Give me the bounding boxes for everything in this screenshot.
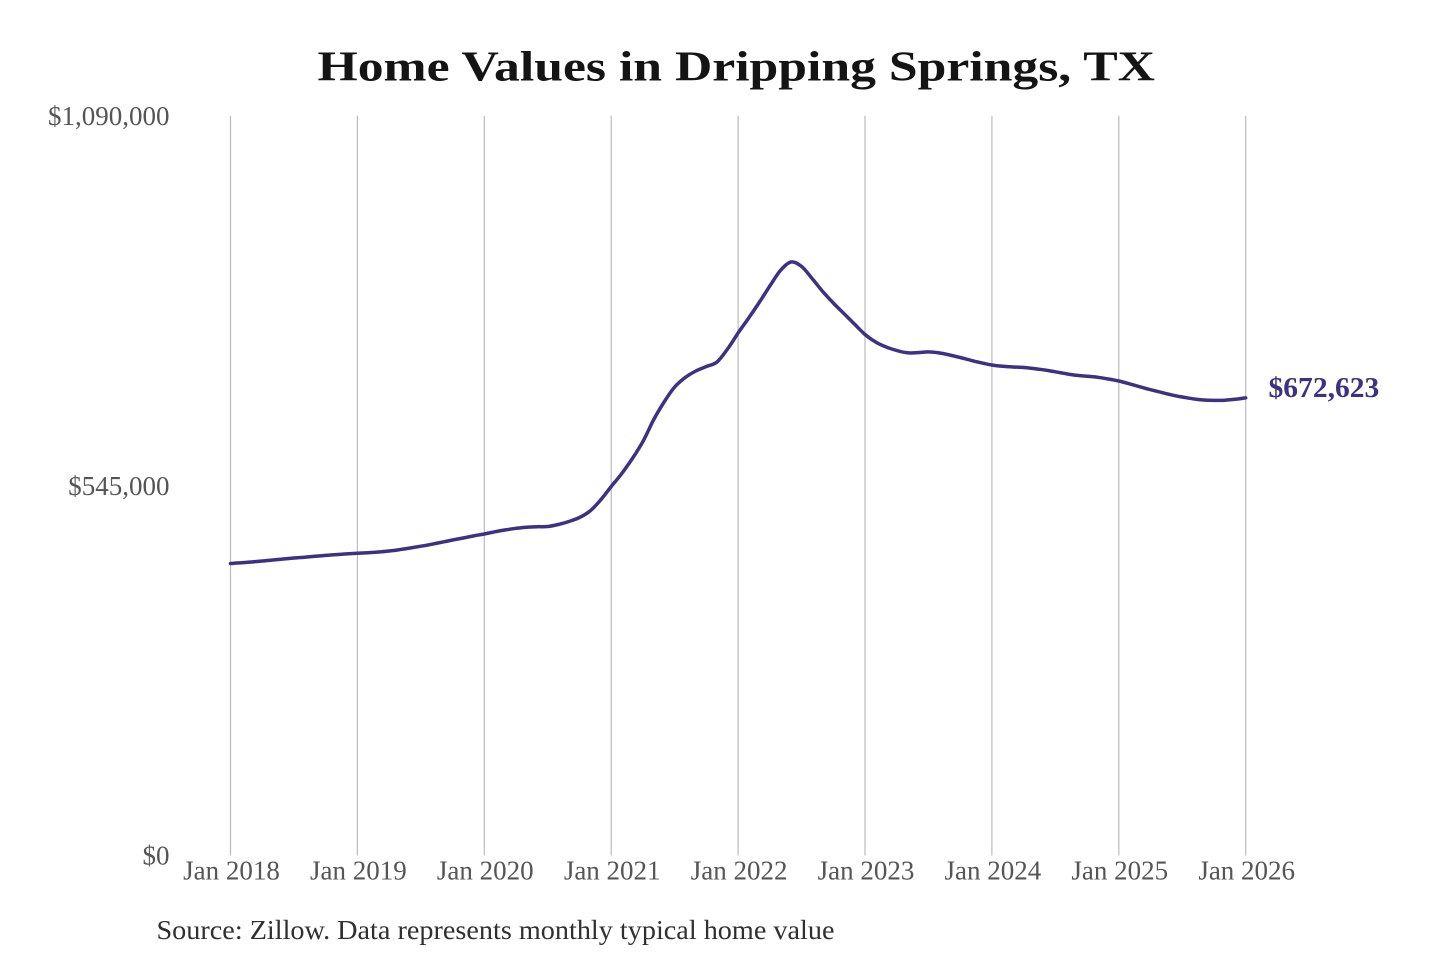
svg-text:Jan 2023: Jan 2023	[818, 855, 915, 885]
svg-text:Jan 2025: Jan 2025	[1071, 855, 1168, 885]
svg-text:Jan 2022: Jan 2022	[691, 855, 788, 885]
svg-text:Jan 2026: Jan 2026	[1198, 855, 1295, 885]
svg-text:$0: $0	[143, 841, 170, 871]
svg-text:$545,000: $545,000	[68, 471, 169, 501]
svg-text:Jan 2020: Jan 2020	[437, 855, 534, 885]
svg-text:Jan 2019: Jan 2019	[310, 855, 407, 885]
svg-text:Source: Zillow. Data represent: Source: Zillow. Data represents monthly …	[157, 915, 835, 945]
svg-text:Home Values in Dripping Spring: Home Values in Dripping Springs, TX	[318, 44, 1156, 90]
svg-text:$1,090,000: $1,090,000	[48, 101, 170, 131]
svg-text:Jan 2018: Jan 2018	[183, 855, 280, 885]
svg-text:Jan 2021: Jan 2021	[564, 855, 661, 885]
svg-text:$672,623: $672,623	[1269, 372, 1380, 404]
svg-text:Jan 2024: Jan 2024	[945, 855, 1042, 885]
